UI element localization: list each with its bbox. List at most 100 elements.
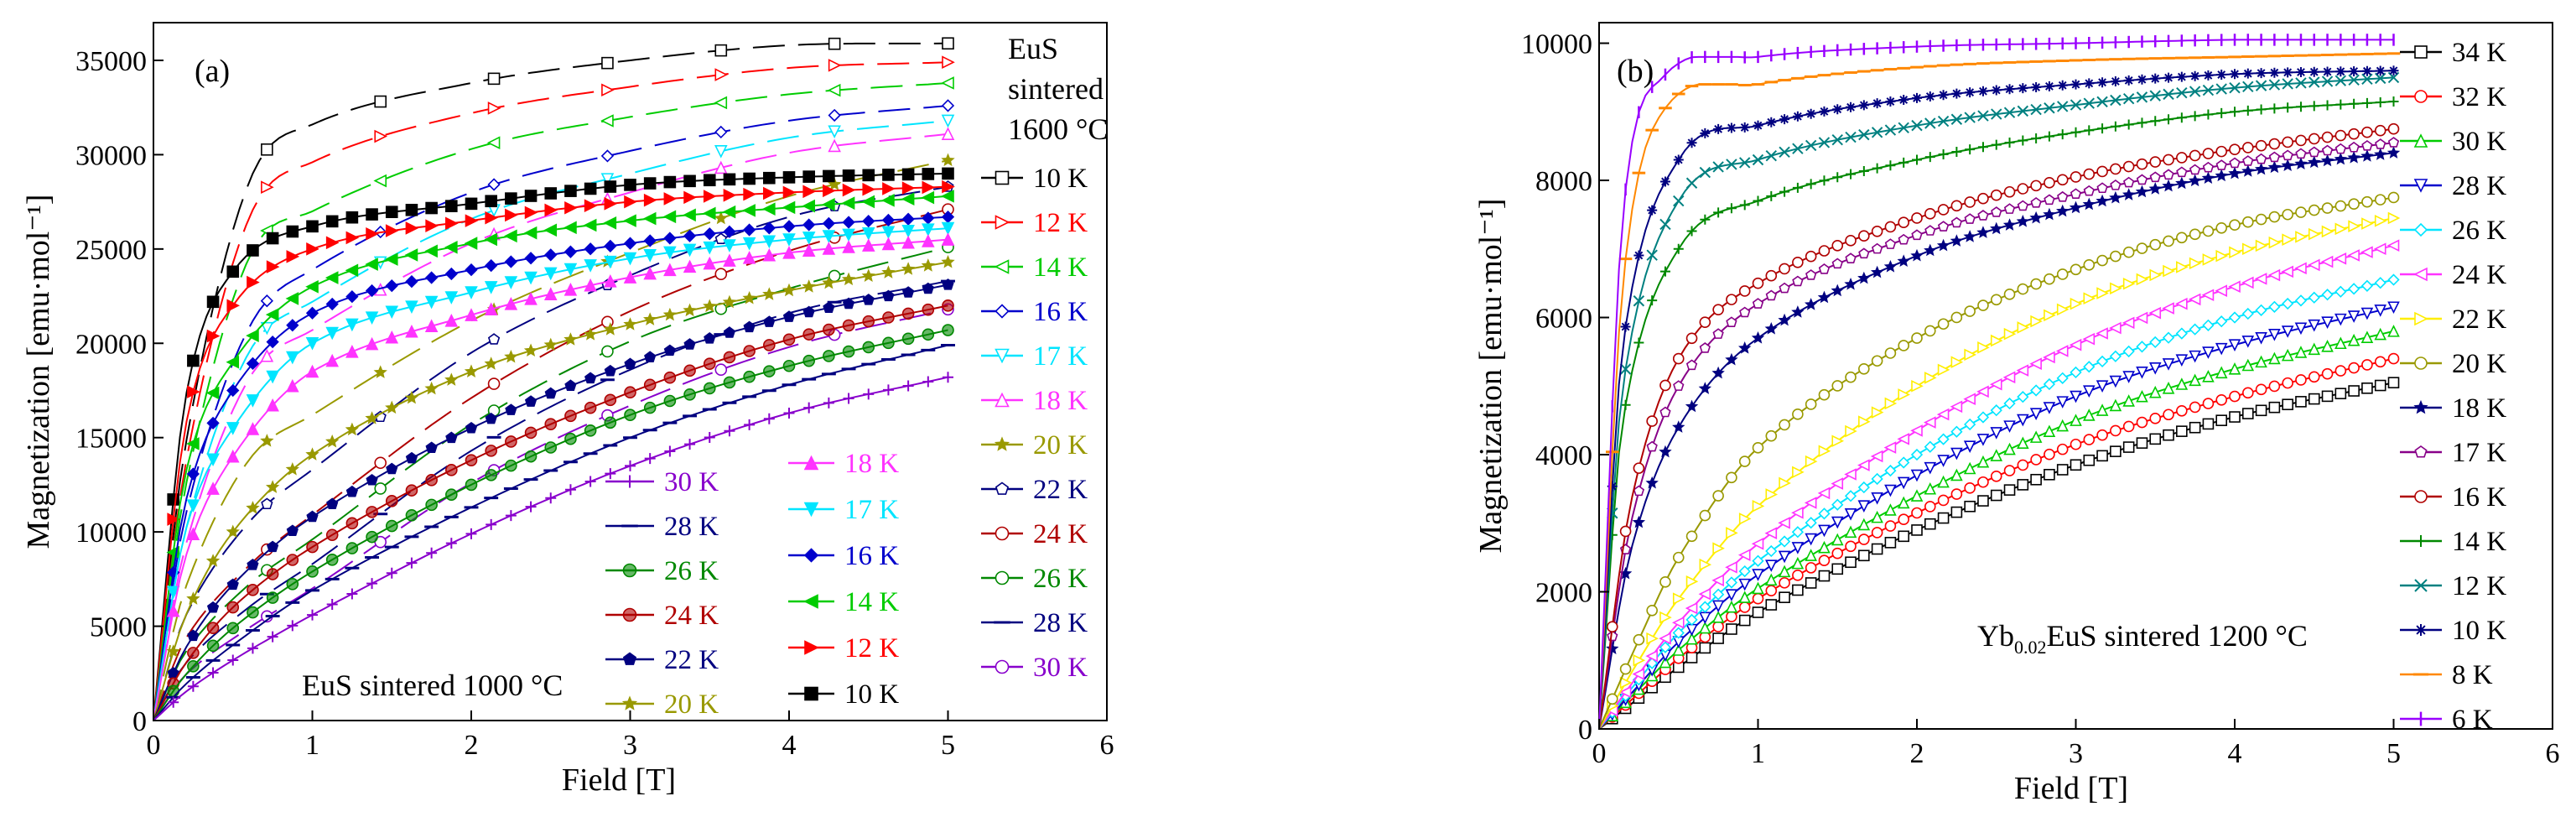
b-series-28-k-point [2122,371,2135,383]
a-series-20-k-1000-c-point [205,554,221,567]
a-series-17-k-1600-c-point [600,173,615,186]
b-series-26-k-point [2017,390,2029,403]
a-series-14-k-1600-c-point [600,114,614,127]
a-series-17-k-1000-c-point [723,239,736,252]
a-series-18-k-1000-c-point [762,247,776,262]
b-series-20-k-point [2268,211,2281,223]
b-legend-item-28-k-label: 28 K [2452,171,2506,201]
b-series-16-k-point [2374,124,2386,137]
a-series-26-k-1000-c-point [802,354,815,367]
b-series-32-k-point [2215,393,2228,406]
a-series-17-k-1000-c-point [226,422,240,435]
a-series-26-k-1000-c-point [663,394,677,408]
a-series-10-k-1000-c-point [226,265,240,278]
b-series-20-k-point [1884,347,1897,359]
b-legend-item-8-k: 8 K [2400,660,2493,690]
a-series-14-k-1600-c [153,76,954,721]
b-x-tick-label: 0 [1592,738,1607,769]
b-series-26-k-point [1910,448,1924,461]
a-series-22-k-1000-c-point [882,289,895,302]
b-series-16-k-point [2122,160,2135,173]
a-series-26-k-1000-c-point [524,450,538,463]
b-series-34-k-point [1871,543,1883,555]
b-series-16-k-point [1924,208,1936,220]
a-series-24-k-1000-c-point [505,435,517,448]
b-series-24-k-point [1831,477,1844,490]
a-series-14-k-1000-c-point [186,437,200,450]
b-series-32-k-point [2321,367,2334,380]
b-series-34-k-point [1699,642,1711,654]
b-series-14-k-point [1673,243,1684,254]
b-series-26-k-point [2360,279,2374,292]
a-series-26-k-1000-c-point [505,459,517,472]
b-series-14-k-point [2084,125,2095,136]
a-series-30-k-1600-c [153,303,954,721]
a-series-16-k-1000-c-point [862,215,875,228]
b-series-24-k-point [2228,280,2241,294]
b-legend-item-26-k-label: 26 K [2452,216,2506,246]
b-series-34-k-point [1685,652,1698,663]
a-series-10-k-1000-c-point [187,354,200,367]
a-series-30-k-1000-c-point [465,528,477,539]
a-series-22-k-1000-c-point [842,297,855,310]
a-series-20-k-1000-c-point [564,332,578,346]
b-series-30-k-point [2029,430,2043,443]
b-series-24-k-point [2135,311,2148,325]
b-series-17-k-point [2282,149,2293,161]
b-series-12-k-point [2268,79,2281,91]
b-series-17-k-point [1712,328,1724,339]
a-series-30-k-1000-c-point [247,643,258,654]
a-series-12-k-1000-c-point [524,206,538,220]
a-legend-item-14-k-1000-c: 14 K [788,587,899,617]
b-series-20-k-point [1738,455,1751,467]
b-series-10-k-point [1872,98,1883,109]
b-series-17-k-point [1752,298,1764,309]
a-series-22-k-1000-c-point [505,403,517,415]
b-series-28-k-point [1897,476,1910,490]
a-legend-item-10-k-1000-c-marker [804,686,818,701]
b-series-20-k-point [1779,419,1790,431]
a-series-17-k-1000-c-point [286,351,299,365]
a-series-22-k-1000-c-point [942,278,954,290]
a-series-30-k-1000-c-point [207,667,219,679]
b-series-20-k-point [1792,408,1804,420]
a-legend-item-10-k-1600-c-marker [995,170,1010,185]
b-series-17-k-point [1964,213,1976,224]
b-series-28-k-point [1725,589,1738,601]
b-series-32-k-point [2070,438,2082,450]
a-series-20-k-1000-c-point [822,275,836,289]
b-series-10-k-point [2150,73,2161,84]
b-series-32-k-point [1977,476,1989,488]
a-series-18-k-1000-c-point [206,481,220,495]
b-series-16-k-point [1646,415,1658,427]
a-series-20-k-1600-c-point [260,434,274,447]
b-series-14-k-point [2322,100,2333,111]
b-series-17-k-point [1792,275,1804,287]
a-series-10-k-1000-c-point [901,168,915,181]
a-series-30-k-1000-c-point [267,631,278,643]
b-series-22-k-point [2215,249,2228,263]
b-series-30-k-point [1963,461,1976,475]
b-series-20-k-point [2149,238,2162,251]
b-series-32-k-point [1779,577,1790,589]
b-series-18-k-point [2254,162,2268,175]
b-series-14-k-point [2295,101,2306,112]
a-series-22-k-1000-c-point [326,497,339,510]
a-series-12-k-1000-c-point [445,216,459,231]
a-series-17-k-1000-c-point [524,271,538,285]
b-series-16-k-point [2321,131,2334,143]
a-series-16-k-1600-c-point [260,294,273,308]
b-series-26-k-point [1752,554,1764,567]
b-series-16-k-point [1792,256,1804,268]
a-series-12-k-1000-c-point [325,236,340,250]
a-series-16-k-1000-c-point [782,220,796,233]
b-series-24-k-point [2201,289,2215,302]
b-series-32-k-point [2083,434,2096,445]
a-series-14-k-1000-c-point [564,221,577,235]
a-series-30-k-1000-c-point [943,372,953,383]
b-series-26-k-point [2334,285,2347,298]
b-series-30-k-point [2175,377,2189,390]
a-series-30-k-1000-c-point [704,432,715,444]
b-series-20-k-point [2189,228,2201,241]
